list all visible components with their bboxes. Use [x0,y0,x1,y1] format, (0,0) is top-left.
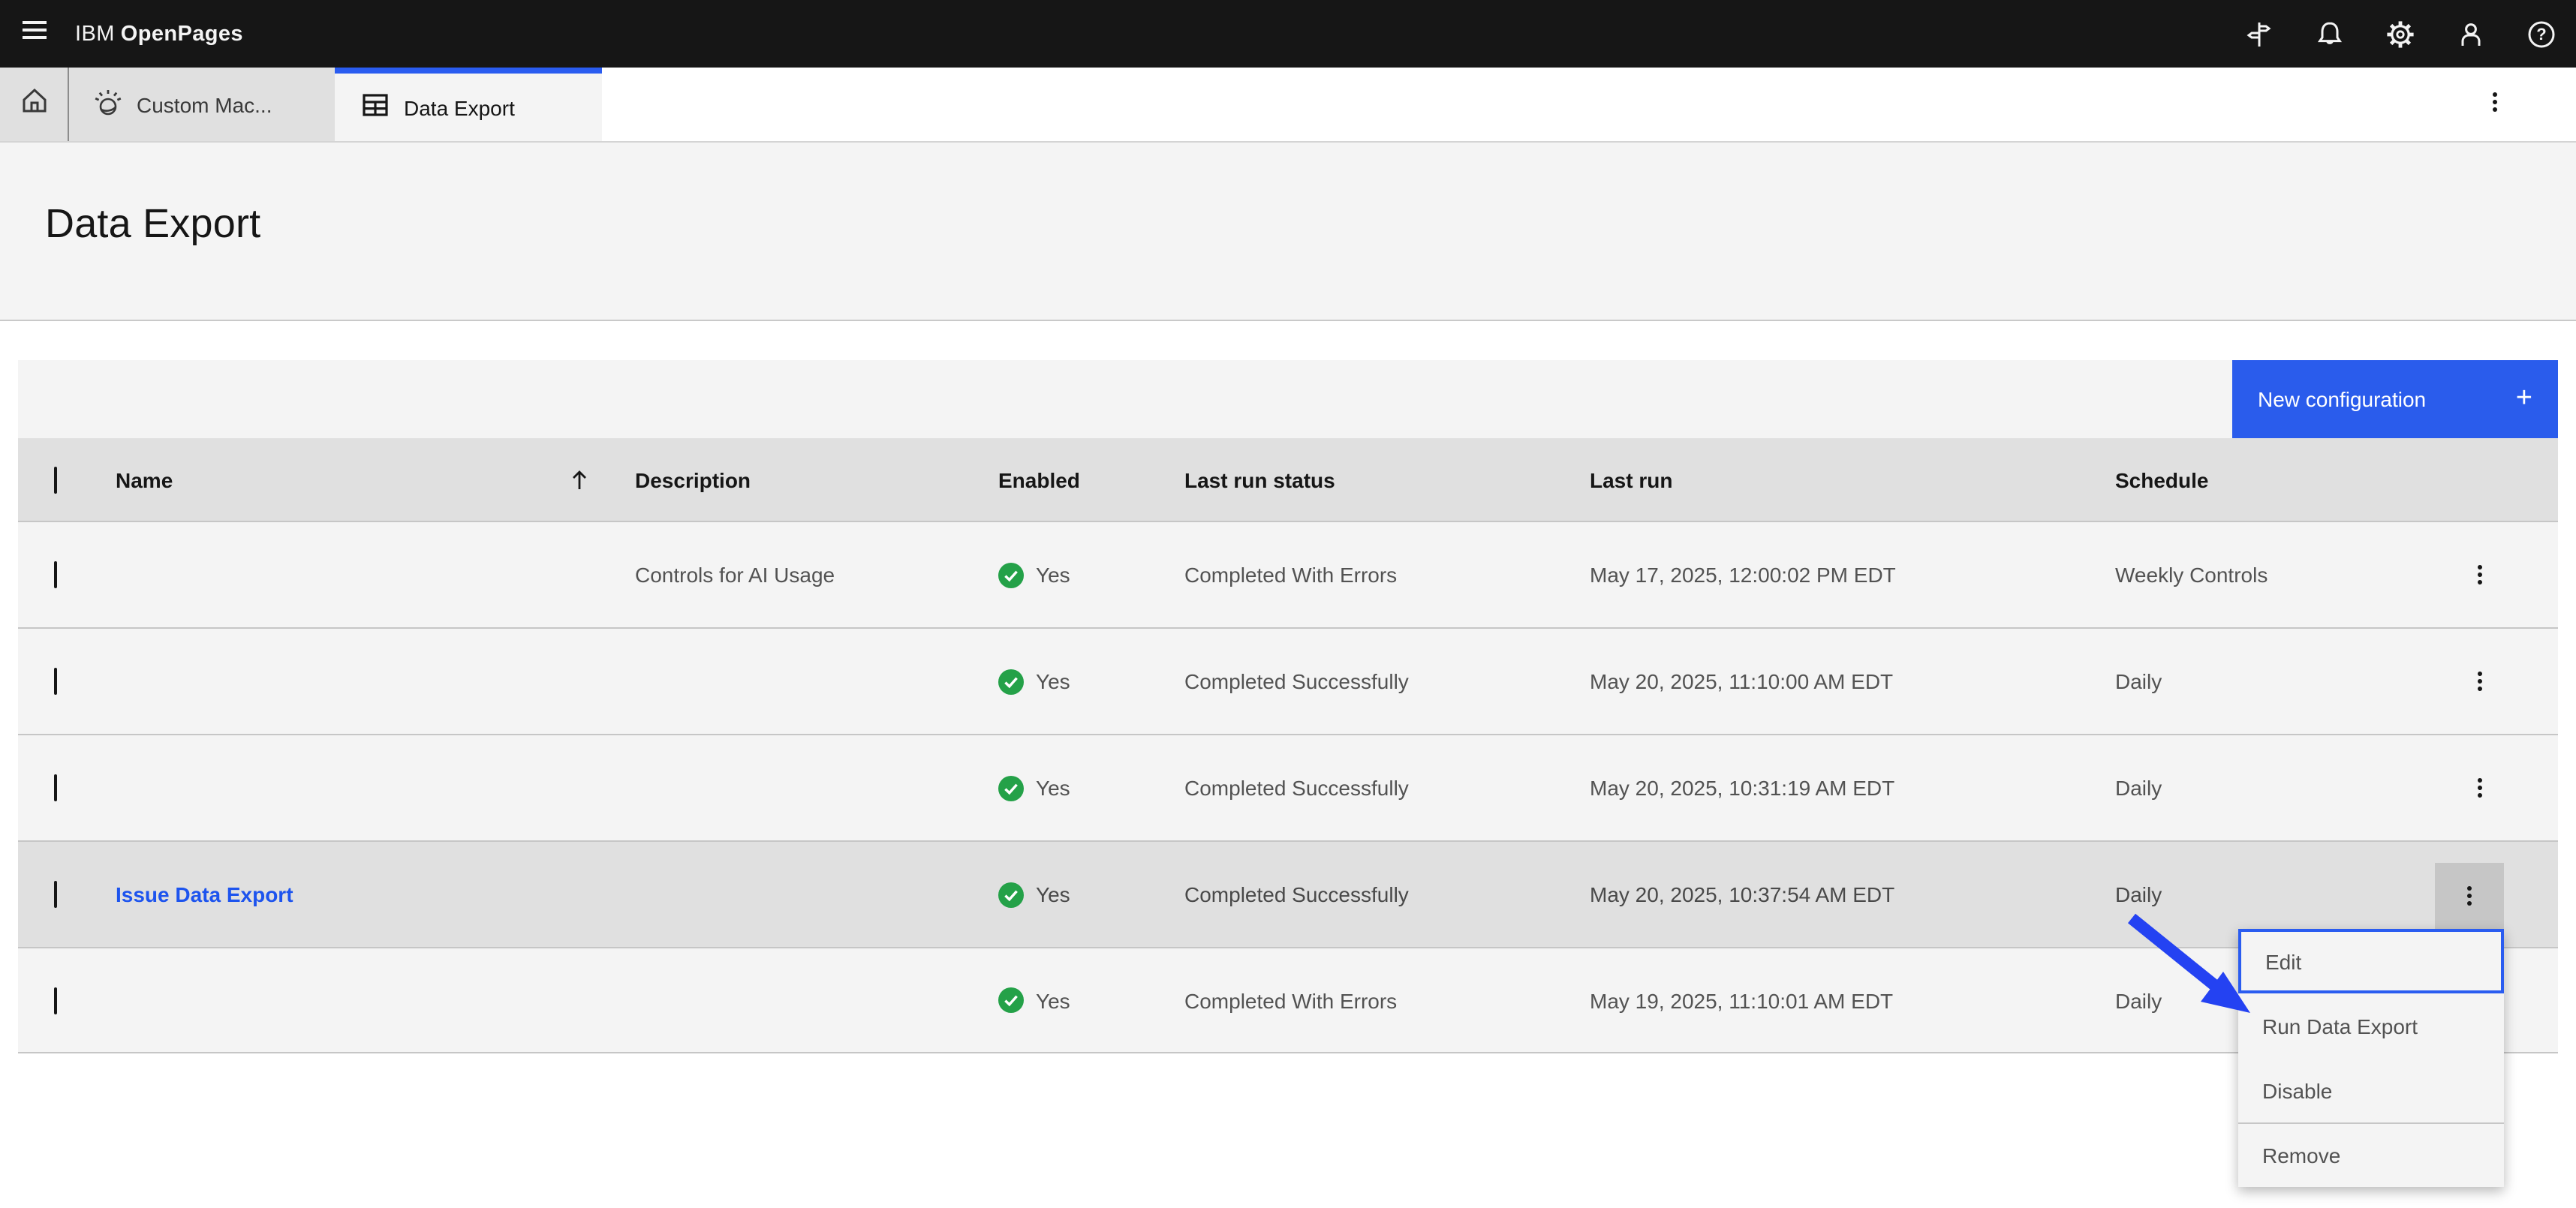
signpost-icon [2243,19,2274,49]
context-menu-item-edit[interactable]: Edit [2238,929,2504,993]
context-menu-item-run-data-export[interactable]: Run Data Export [2262,1014,2418,1038]
column-header-schedule[interactable]: Schedule [2115,467,2209,491]
row-enabled: Yes [1036,988,1070,1012]
brand-prefix: IBM [75,22,115,46]
row-checkbox[interactable] [54,881,57,908]
tab-home[interactable] [0,68,69,141]
select-all-checkbox[interactable] [54,466,57,493]
row-schedule: Daily [2115,776,2162,800]
row-last-run: May 20, 2025, 11:10:00 AM EDT [1590,669,1894,693]
row-checkbox[interactable] [54,561,57,588]
checkmark-filled-icon [998,987,1024,1013]
sort-ascending-icon [567,467,591,491]
context-menu-item-remove[interactable]: Remove [2238,1122,2504,1187]
table-toolbar: New configuration + [18,360,2558,438]
notifications-button[interactable] [2294,0,2364,68]
checkmark-filled-icon [998,882,1024,907]
data-export-table: New configuration + Name Description Ena… [18,360,2558,1053]
global-header: IBM OpenPages [0,0,2576,68]
tab-overflow-menu-button[interactable] [2471,81,2519,129]
column-header-last-run[interactable]: Last run [1590,467,1673,491]
row-overflow-menu-button[interactable] [2455,657,2503,705]
context-menu-item-disable[interactable]: Disable [2262,1078,2333,1102]
row-enabled: Yes [1036,882,1070,906]
row-last-run-status: Completed Successfully [1184,669,1409,693]
row-last-run: May 19, 2025, 11:10:01 AM EDT [1590,988,1894,1012]
table-row: Yes Completed With Errors May 19, 2025, … [18,947,2558,1053]
tab-bar: Custom Mac... Data Export [0,68,2576,143]
new-configuration-label: New configuration [2258,387,2427,411]
user-icon [2455,19,2485,49]
tab-data-export-label: Data Export [404,95,515,119]
tab-custom-mac-label: Custom Mac... [137,92,272,116]
tab-custom-mac[interactable]: Custom Mac... [69,68,335,141]
row-last-run-status: Completed With Errors [1184,563,1398,587]
row-last-run: May 20, 2025, 10:31:19 AM EDT [1590,776,1895,800]
row-description: Controls for AI Usage [635,563,835,587]
row-schedule: Daily [2115,882,2162,906]
new-configuration-button[interactable]: New configuration + [2232,360,2558,438]
row-enabled: Yes [1036,776,1070,800]
gear-icon [2385,19,2415,49]
column-header-name-label: Name [116,467,173,491]
row-context-menu: Edit Run Data Export Disable Remove [2238,929,2504,1187]
row-checkbox[interactable] [54,668,57,695]
overflow-kebab-icon [2483,89,2507,121]
row-overflow-menu-button[interactable] [2455,551,2503,599]
checkmark-filled-icon [998,669,1024,694]
svg-text:?: ? [2535,24,2545,43]
table-row: Controls for AI Usage Yes Completed With… [18,521,2558,627]
row-overflow-menu-button-open[interactable] [2435,863,2504,929]
column-header-last-run-status[interactable]: Last run status [1184,467,1335,491]
row-last-run: May 17, 2025, 12:00:02 PM EDT [1590,563,1896,587]
row-last-run-status: Completed With Errors [1184,988,1398,1012]
plus-icon: + [2515,383,2532,414]
home-icon [19,86,49,123]
row-name-link[interactable]: Issue Data Export [116,882,293,906]
brand-name: OpenPages [120,22,243,46]
app-title: IBM OpenPages [75,22,243,46]
column-header-name[interactable]: Name [102,467,621,491]
bell-icon [2314,19,2344,49]
row-checkbox[interactable] [54,987,57,1014]
checkmark-filled-icon [998,775,1024,801]
page-title: Data Export [45,201,261,246]
table-header-row: Name Description Enabled Last run status… [18,438,2558,521]
column-header-description[interactable]: Description [635,467,751,491]
user-button[interactable] [2435,0,2505,68]
checkmark-filled-icon [998,562,1024,587]
idea-icon [92,86,123,122]
table-row-issue-data-export: Issue Data Export Yes Completed Successf… [18,840,2558,947]
help-icon: ? [2526,19,2556,49]
row-enabled: Yes [1036,669,1070,693]
row-overflow-menu-button[interactable] [2455,764,2503,812]
hamburger-menu-button[interactable] [0,0,69,68]
page-header: Data Export [0,143,2576,321]
row-schedule: Weekly Controls [2115,563,2268,587]
row-enabled: Yes [1036,563,1070,587]
row-checkbox[interactable] [54,774,57,801]
row-last-run-status: Completed Successfully [1184,882,1409,906]
table-row: Yes Completed Successfully May 20, 2025,… [18,734,2558,840]
column-header-enabled[interactable]: Enabled [998,467,1080,491]
row-last-run-status: Completed Successfully [1184,776,1409,800]
tab-data-export[interactable]: Data Export [335,68,602,141]
settings-button[interactable] [2364,0,2435,68]
signpost-button[interactable] [2223,0,2294,68]
help-button[interactable]: ? [2505,0,2576,68]
row-last-run: May 20, 2025, 10:37:54 AM EDT [1590,882,1895,906]
row-schedule: Daily [2115,988,2162,1012]
hamburger-icon [20,15,50,53]
table-row: Yes Completed Successfully May 20, 2025,… [18,627,2558,734]
data-table-icon [360,90,390,125]
overflow-kebab-icon [2467,886,2472,906]
row-schedule: Daily [2115,669,2162,693]
